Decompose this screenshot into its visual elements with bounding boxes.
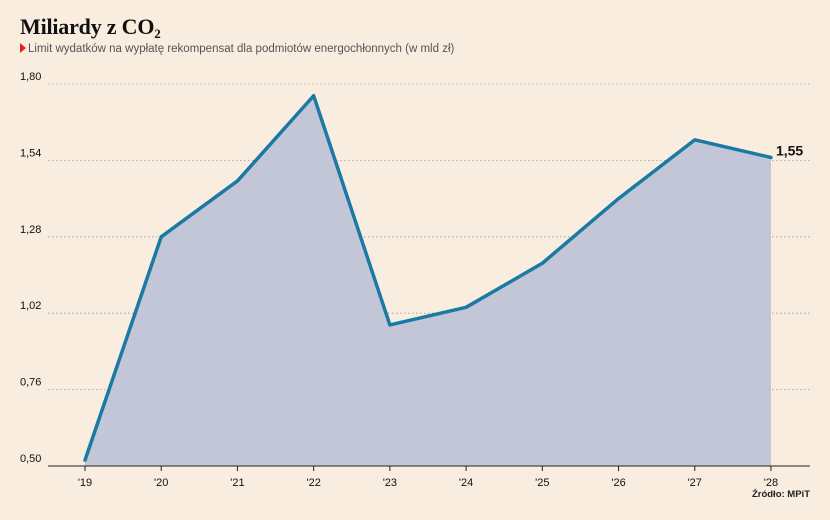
x-tick-label: '22 — [306, 477, 320, 489]
chart-subtitle: Limit wydatków na wypłatę rekompensat dl… — [20, 43, 454, 55]
y-tick-label: 1,54 — [20, 147, 41, 159]
subtitle-text: Limit wydatków na wypłatę rekompensat dl… — [28, 43, 455, 55]
title-subscript: 2 — [154, 26, 161, 41]
data-point — [83, 458, 87, 462]
end-value-label: 1,55 — [776, 142, 803, 158]
series-line — [83, 94, 773, 462]
x-tick-label: '19 — [78, 477, 92, 489]
data-point — [235, 179, 239, 183]
x-tick-label: '20 — [154, 477, 168, 489]
x-tick-label: '23 — [383, 477, 397, 489]
chart-title: Miliardy z CO2 — [20, 14, 161, 42]
data-point — [159, 235, 163, 239]
data-point — [769, 155, 773, 159]
data-point — [540, 261, 544, 265]
data-point — [312, 94, 316, 98]
data-point — [388, 323, 392, 327]
y-tick-label: 1,02 — [20, 300, 41, 312]
source-note: Źródło: MPiT — [751, 489, 810, 500]
y-tick-label: 0,50 — [20, 453, 41, 465]
y-tick-label: 1,28 — [20, 224, 41, 236]
title-main: Miliardy z CO — [20, 14, 155, 39]
data-point — [464, 305, 468, 309]
x-tick-label: '24 — [459, 477, 473, 489]
x-tick-label: '25 — [535, 477, 549, 489]
x-tick-label: '28 — [764, 477, 778, 489]
red-triangle-icon — [20, 43, 26, 53]
y-tick-label: 1,80 — [20, 71, 41, 83]
data-point — [693, 138, 697, 142]
x-tick-label: '21 — [230, 477, 244, 489]
y-tick-label: 0,76 — [20, 377, 41, 389]
series-area — [85, 95, 771, 466]
x-tick-label: '27 — [688, 477, 702, 489]
data-point — [617, 197, 621, 201]
x-tick-label: '26 — [611, 477, 625, 489]
